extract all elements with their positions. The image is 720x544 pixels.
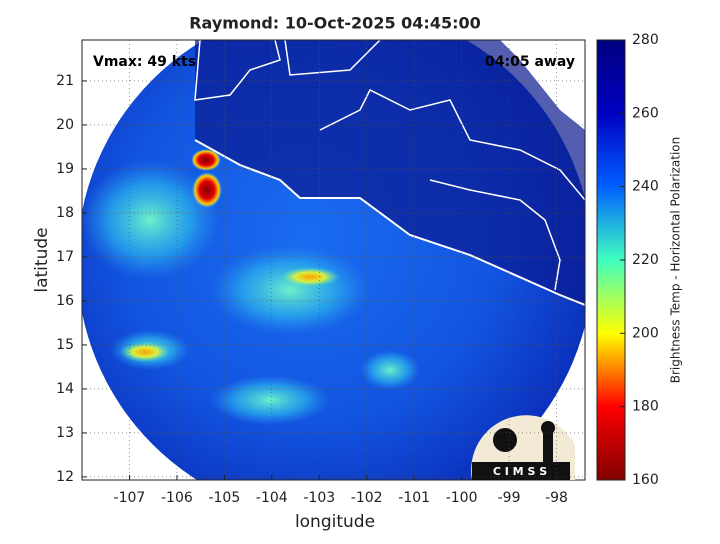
cimss-logo <box>471 415 575 480</box>
x-tick-label: -101 <box>398 490 430 506</box>
colorbar-tick-label: 220 <box>632 252 659 268</box>
x-tick-label: -105 <box>208 490 240 506</box>
colorbar-tick-label: 240 <box>632 179 659 195</box>
x-tick-label: -106 <box>161 490 193 506</box>
x-tick-label: -98 <box>545 490 568 506</box>
x-tick-label: -99 <box>498 490 521 506</box>
x-tick-label: -102 <box>351 490 383 506</box>
satellite-image <box>82 40 585 480</box>
y-tick-label: 19 <box>56 161 74 177</box>
y-tick-label: 21 <box>56 73 74 89</box>
y-tick-label: 20 <box>56 117 74 133</box>
colorbar-tick-label: 200 <box>632 325 659 341</box>
annotation: Vmax: 49 kts <box>93 54 196 70</box>
y-axis-label: latitude <box>32 227 52 292</box>
colorbar-tick-label: 280 <box>632 32 659 48</box>
y-tick-label: 16 <box>56 293 74 309</box>
x-tick-label: -104 <box>256 490 288 506</box>
y-tick-label: 17 <box>56 249 74 265</box>
y-tick-label: 15 <box>56 337 74 353</box>
logo-text: C I M S S <box>493 465 547 478</box>
chart-title: Raymond: 10-Oct-2025 04:45:00 <box>189 14 481 33</box>
x-tick-label: -107 <box>114 490 146 506</box>
x-axis-label: longitude <box>295 512 375 532</box>
y-tick-label: 12 <box>56 469 74 485</box>
annotation: 04:05 away <box>485 54 575 70</box>
plot-frame <box>81 39 586 481</box>
x-tick-label: -100 <box>446 490 478 506</box>
x-tick-label: -103 <box>303 490 335 506</box>
y-tick-label: 13 <box>56 425 74 441</box>
colorbar-tick-label: 160 <box>632 472 659 488</box>
colorbar-tick-label: 260 <box>632 105 659 121</box>
colorbar-tick-label: 180 <box>632 399 659 415</box>
y-tick-label: 18 <box>56 205 74 221</box>
colorbar-label: Brightness Temp - Horizontal Polarizatio… <box>669 137 683 384</box>
y-tick-label: 14 <box>56 381 74 397</box>
